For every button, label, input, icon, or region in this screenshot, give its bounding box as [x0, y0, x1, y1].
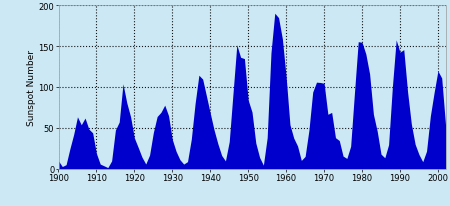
- Y-axis label: Sunspot Number: Sunspot Number: [27, 50, 36, 125]
